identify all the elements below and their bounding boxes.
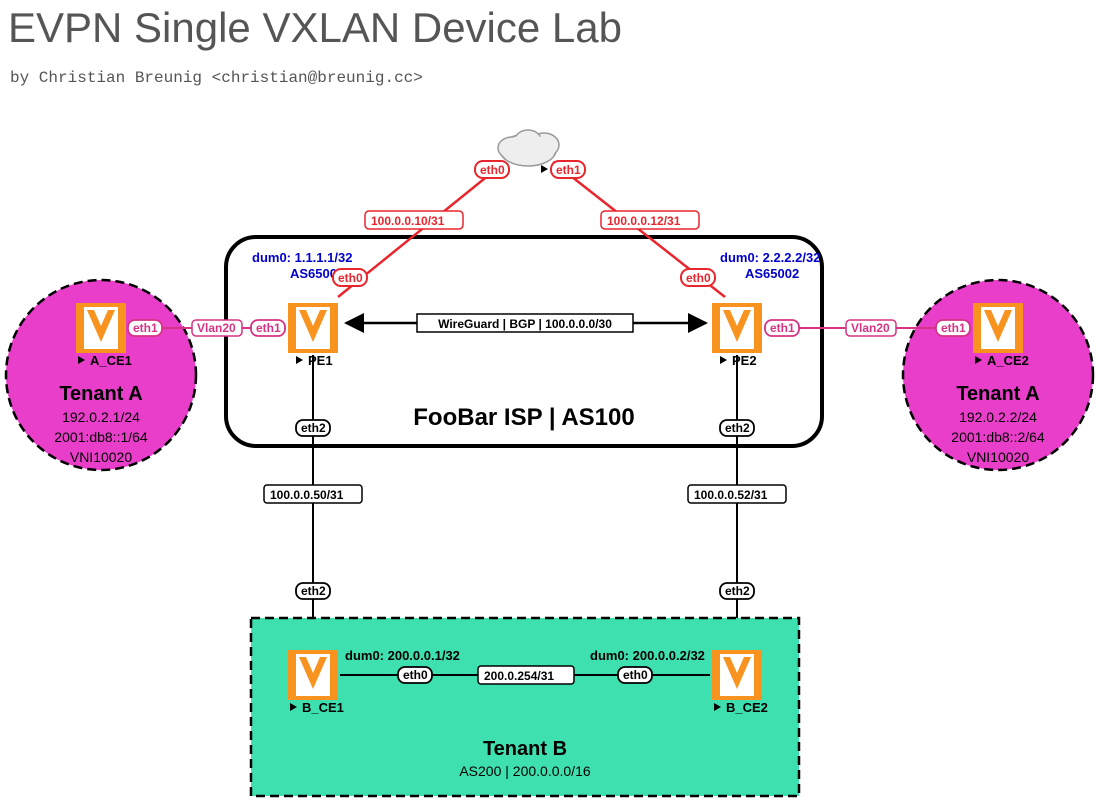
a-ce1-label: A_CE1 — [90, 353, 132, 368]
tenant-a-left-vni: VNI10020 — [70, 449, 132, 465]
svg-text:eth2: eth2 — [725, 584, 750, 598]
bce2-dum: dum0: 200.0.0.2/32 — [590, 648, 705, 663]
eth0-cloud-left: eth0 — [475, 161, 509, 178]
bce1-dum: dum0: 200.0.0.1/32 — [345, 648, 460, 663]
vlan20-left: Vlan20 — [192, 320, 242, 336]
svg-text:100.0.0.12/31: 100.0.0.12/31 — [607, 214, 681, 228]
ip-uplink1: 100.0.0.10/31 — [365, 211, 463, 229]
svg-text:Vlan20: Vlan20 — [197, 321, 236, 335]
a-ce2-label: A_CE2 — [987, 353, 1029, 368]
pe1-label: PE1 — [308, 353, 333, 368]
svg-text:100.0.0.10/31: 100.0.0.10/31 — [371, 214, 445, 228]
ip-uplink2: 100.0.0.12/31 — [601, 211, 699, 229]
tenant-a-right: A_CE2 Tenant A 192.0.2.2/24 2001:db8::2/… — [903, 280, 1093, 470]
ip-downlink1: 100.0.0.50/31 — [264, 485, 362, 503]
tenant-a-left-title: Tenant A — [59, 383, 142, 405]
pe2-as: AS65002 — [745, 266, 799, 281]
tenant-a-left: A_CE1 Tenant A 192.0.2.1/24 2001:db8::1/… — [6, 280, 196, 470]
svg-text:B_CE1: B_CE1 — [302, 700, 344, 715]
tenant-a-right-ip4: 192.0.2.2/24 — [959, 409, 1037, 425]
svg-text:Vlan20: Vlan20 — [851, 321, 890, 335]
tenant-b-sub: AS200 | 200.0.0.0/16 — [459, 763, 591, 779]
svg-text:eth1: eth1 — [770, 321, 795, 335]
svg-text:eth1: eth1 — [556, 163, 581, 177]
diagram-canvas: EVPN Single VXLAN Device Lab by Christia… — [0, 0, 1098, 803]
pe1-dum: dum0: 1.1.1.1/32 — [252, 250, 352, 265]
eth1-ace2: eth1 — [936, 320, 970, 336]
svg-text:eth1: eth1 — [256, 321, 281, 335]
tenant-b-title: Tenant B — [483, 738, 567, 760]
eth1-pe2: eth1 — [765, 320, 799, 336]
tenant-a-left-ip4: 192.0.2.1/24 — [62, 409, 140, 425]
wg-label: WireGuard | BGP | 100.0.0.0/30 — [438, 317, 612, 331]
eth2-pe1: eth2 — [296, 420, 330, 436]
page-title: EVPN Single VXLAN Device Lab — [8, 4, 622, 51]
eth2-bce1: eth2 — [296, 583, 330, 599]
svg-text:eth0: eth0 — [338, 271, 363, 285]
svg-text:200.0.254/31: 200.0.254/31 — [484, 669, 554, 683]
svg-text:eth1: eth1 — [941, 321, 966, 335]
ip-downlink2: 100.0.0.52/31 — [688, 485, 786, 503]
eth0-bce1: eth0 — [398, 667, 432, 683]
svg-text:eth2: eth2 — [301, 421, 326, 435]
tenant-a-right-ip6: 2001:db8::2/64 — [951, 429, 1045, 445]
tenant-a-right-title: Tenant A — [956, 383, 1039, 405]
eth2-bce2: eth2 — [720, 583, 754, 599]
svg-text:eth0: eth0 — [403, 668, 428, 682]
svg-text:eth0: eth0 — [623, 668, 648, 682]
pe2-label: PE2 — [732, 353, 757, 368]
vlan20-right: Vlan20 — [846, 320, 896, 336]
eth2-pe2: eth2 — [720, 420, 754, 436]
ip-bce-link: 200.0.254/31 — [478, 666, 574, 684]
tenant-a-left-ip6: 2001:db8::1/64 — [54, 429, 148, 445]
isp-title: FooBar ISP | AS100 — [413, 404, 634, 431]
svg-text:100.0.0.50/31: 100.0.0.50/31 — [270, 488, 344, 502]
svg-text:eth2: eth2 — [301, 584, 326, 598]
tenant-a-right-vni: VNI10020 — [967, 449, 1029, 465]
svg-text:100.0.0.52/31: 100.0.0.52/31 — [694, 488, 768, 502]
author-line: by Christian Breunig <christian@breunig.… — [10, 69, 423, 87]
svg-text:eth0: eth0 — [686, 271, 711, 285]
svg-text:B_CE2: B_CE2 — [726, 700, 768, 715]
pe2-dum: dum0: 2.2.2.2/32 — [720, 250, 820, 265]
svg-text:eth1: eth1 — [133, 321, 158, 335]
svg-text:eth0: eth0 — [480, 163, 505, 177]
eth1-cloud-right: eth1 — [551, 161, 585, 178]
eth0-pe1: eth0 — [333, 269, 367, 286]
eth1-ace1: eth1 — [128, 320, 162, 336]
eth1-pe1: eth1 — [251, 320, 285, 336]
eth0-bce2: eth0 — [618, 667, 652, 683]
svg-text:eth2: eth2 — [725, 421, 750, 435]
eth0-pe2: eth0 — [681, 269, 715, 286]
